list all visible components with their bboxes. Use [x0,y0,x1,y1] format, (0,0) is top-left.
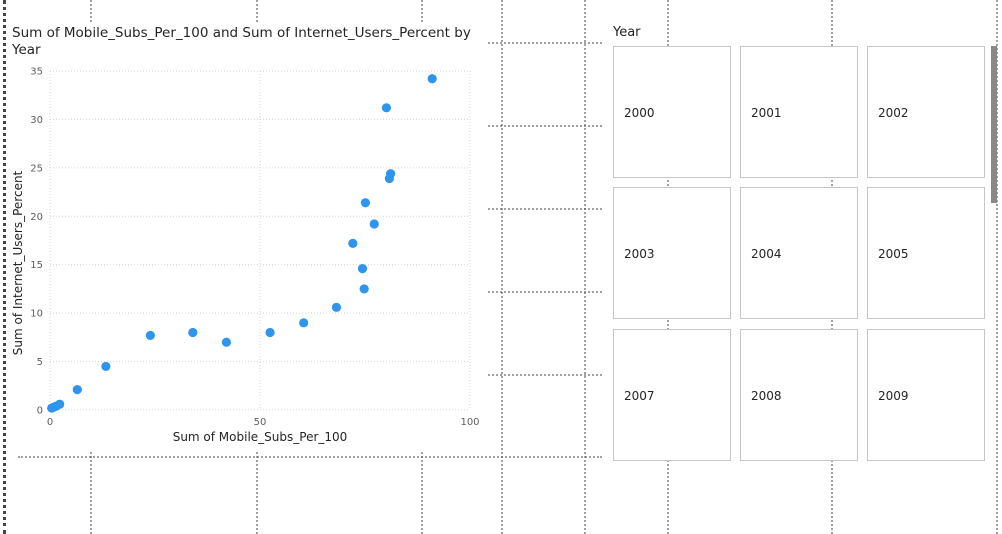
slicer-header: Year [613,25,641,40]
scatter-visual[interactable]: 0 50 100 0 5 10 15 20 25 30 35 Sum of Mobile_Subs… [8,22,484,452]
slicer-tile-2009[interactable]: 2009 [867,329,985,461]
x-axis-ticks: 0 50 100 [47,417,480,428]
slicer-tile-label: 2001 [751,106,782,120]
y-tick-label: 5 [37,357,43,368]
data-point[interactable] [221,337,231,347]
year-slicer[interactable]: Year 2000 2001 2002 2003 2004 2005 2007 … [606,22,998,468]
gridlines [49,70,471,411]
canvas-left-edge [3,0,6,534]
slicer-tile-2000[interactable]: 2000 [613,46,731,178]
data-point[interactable] [299,318,309,328]
y-tick-label: 15 [30,260,43,271]
slicer-tile-label: 2002 [878,106,909,120]
data-point[interactable] [386,169,396,179]
x-tick-label: 50 [254,417,267,428]
slicer-tiles: 2000 2001 2002 2003 2004 2005 2007 2008 … [613,46,989,466]
data-point[interactable] [360,198,371,208]
data-point[interactable] [331,302,342,312]
y-tick-label: 10 [30,309,43,320]
x-tick-label: 0 [47,417,53,428]
canvas-guide [996,0,998,534]
slicer-tile-2007[interactable]: 2007 [613,329,731,461]
canvas-guide [488,125,602,127]
data-point[interactable] [72,385,82,395]
y-tick-label: 25 [30,163,43,174]
canvas-guide [501,0,503,534]
slicer-tile-label: 2005 [878,247,909,261]
slicer-tile-label: 2009 [878,389,909,403]
scatter-plot: 0 50 100 0 5 10 15 20 25 30 35 Sum of Mobile_Subs… [11,67,480,445]
data-point[interactable] [357,263,368,274]
slicer-tile-2003[interactable]: 2003 [613,187,731,319]
slicer-tile-2002[interactable]: 2002 [867,46,985,178]
data-point[interactable] [427,74,437,84]
slicer-tile-2005[interactable]: 2005 [867,187,985,319]
slicer-tile-label: 2004 [751,247,782,261]
x-axis-title: Sum of Mobile_Subs_Per_100 [173,430,348,444]
canvas-guide [488,208,602,210]
slicer-tile-2001[interactable]: 2001 [740,46,858,178]
data-points [47,74,437,413]
y-tick-label: 0 [37,406,43,417]
chart-title: Sum of Mobile_Subs_Per_100 and Sum of In… [12,25,471,58]
y-axis-title: Sum of Internet_Users_Percent [11,170,25,355]
scrollbar-thumb[interactable] [991,46,997,203]
data-point[interactable] [348,238,358,249]
canvas-guide [18,456,602,458]
slicer-scrollbar[interactable] [990,46,998,466]
canvas-guide [488,374,602,376]
canvas-guide [488,291,602,293]
slicer-tile-2004[interactable]: 2004 [740,187,858,319]
data-point[interactable] [369,219,379,229]
y-tick-label: 20 [30,212,43,223]
data-point[interactable] [55,399,65,409]
data-point[interactable] [101,361,111,372]
slicer-tile-label: 2007 [624,389,655,403]
y-tick-label: 35 [30,67,43,78]
data-point[interactable] [188,327,198,338]
data-point[interactable] [145,330,155,341]
slicer-tile-label: 2000 [624,106,655,120]
slicer-tile-label: 2008 [751,389,782,403]
canvas-guide [488,42,602,44]
y-axis-ticks: 0 5 10 15 20 25 30 35 [30,67,43,417]
data-point[interactable] [265,327,275,338]
y-tick-label: 30 [30,115,43,126]
slicer-tile-2008[interactable]: 2008 [740,329,858,461]
data-point[interactable] [359,284,369,294]
x-tick-label: 100 [460,417,479,428]
canvas-guide [584,0,586,534]
slicer-tile-label: 2003 [624,247,655,261]
data-point[interactable] [381,103,392,113]
